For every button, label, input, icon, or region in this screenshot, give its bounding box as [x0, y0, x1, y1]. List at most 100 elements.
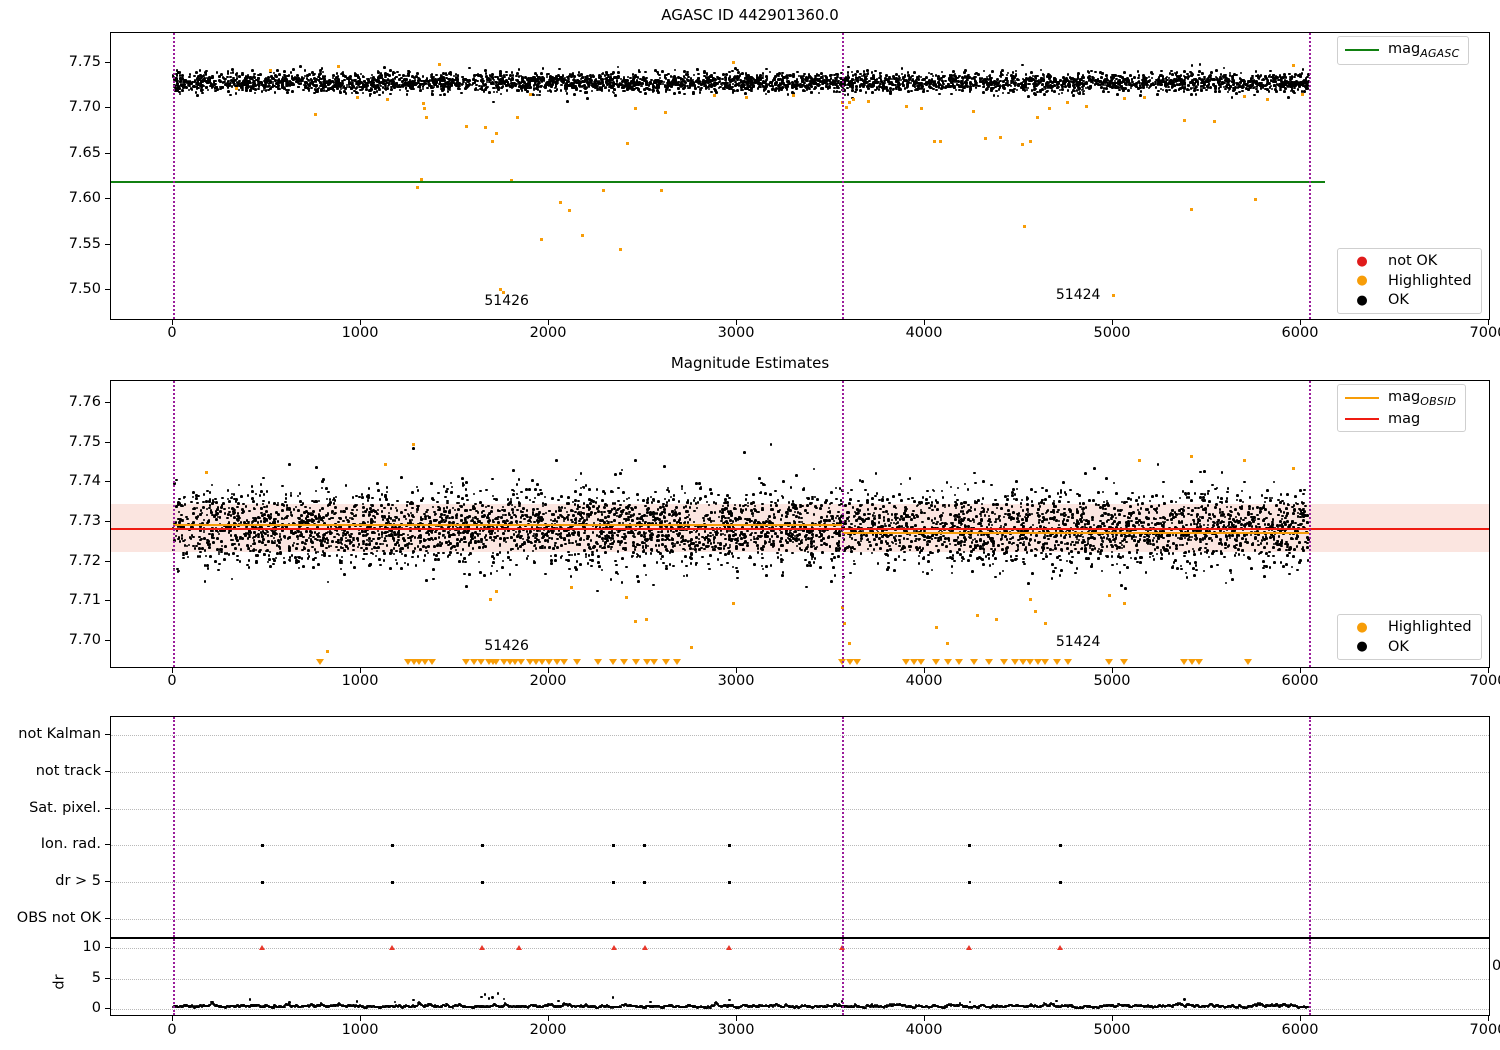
data-point-ok — [725, 73, 728, 76]
data-point-ok — [1111, 75, 1114, 79]
data-point-ok — [1057, 82, 1061, 85]
data-point-ok — [773, 83, 777, 86]
data-point-ok — [1220, 496, 1223, 500]
data-point-ok — [562, 79, 566, 82]
data-point-ok — [1302, 89, 1306, 93]
data-point-ok — [667, 72, 670, 76]
data-point-ok — [1021, 63, 1024, 67]
data-point-ok — [221, 75, 225, 79]
data-point-ok — [210, 86, 214, 90]
data-point-ok — [467, 66, 471, 70]
y-tick-mark — [105, 288, 110, 290]
data-point-ok — [683, 542, 686, 546]
data-point-ok — [779, 77, 783, 81]
data-point-ok — [1222, 66, 1226, 70]
data-point-ok — [194, 91, 198, 94]
data-point-ok — [745, 81, 749, 84]
data-point-ok — [709, 78, 712, 82]
data-point-ok — [635, 82, 639, 86]
data-point-ok — [1021, 86, 1025, 89]
data-point-ok — [1046, 80, 1049, 84]
data-point-ok — [193, 85, 197, 88]
data-point-ok — [1213, 78, 1216, 82]
data-point-ok — [1016, 82, 1020, 86]
data-point-ok — [1133, 76, 1136, 79]
data-point-ok — [1171, 81, 1175, 84]
data-point-ok — [456, 80, 460, 84]
data-point-ok — [992, 81, 995, 84]
data-point-ok — [863, 513, 866, 516]
data-point-highlighted — [1182, 118, 1186, 122]
data-point-ok — [859, 84, 862, 87]
data-point-ok — [1221, 80, 1224, 84]
data-point-ok — [1193, 89, 1196, 92]
data-point-ok — [1021, 518, 1025, 521]
legend-item-ok: ● OK — [1345, 293, 1472, 308]
data-point-ok — [920, 81, 923, 85]
data-point-ok — [942, 82, 946, 86]
data-point-ok — [318, 77, 322, 81]
data-point-ok — [849, 81, 853, 85]
data-point-ok — [977, 84, 980, 88]
data-point-ok — [317, 563, 320, 566]
data-point-ok — [1275, 504, 1278, 507]
data-point-ok — [298, 79, 302, 83]
data-point-ok — [955, 83, 959, 87]
data-point-ok — [781, 79, 784, 82]
x-tick-label: 2000 — [529, 325, 567, 341]
data-point-ok — [692, 81, 695, 84]
data-point-ok — [632, 75, 635, 79]
data-point-ok — [196, 94, 200, 98]
data-point-ok — [270, 75, 273, 78]
data-point-ok — [1024, 79, 1027, 82]
data-point-ok — [485, 80, 489, 84]
x-tick-label: 5000 — [1093, 325, 1131, 341]
data-point-ok — [196, 501, 199, 505]
data-point-ok — [961, 89, 964, 92]
data-point-ok — [874, 88, 877, 92]
data-point-ok — [1120, 85, 1123, 88]
data-point-ok — [447, 77, 450, 81]
legend-item-highlighted: ● Highlighted — [1345, 273, 1471, 289]
data-point-ok — [677, 80, 680, 84]
data-point-ok — [485, 74, 488, 78]
data-point-ok — [866, 83, 870, 87]
data-point-ok — [517, 75, 521, 78]
obsid-separator-line-1 — [842, 33, 845, 319]
data-point-ok — [407, 70, 411, 74]
data-point-ok — [1295, 79, 1298, 83]
data-point-ok — [589, 74, 592, 77]
data-point-ok — [594, 78, 598, 81]
data-point-ok — [663, 84, 667, 87]
data-point-ok — [516, 80, 520, 84]
data-point-ok — [618, 82, 621, 86]
data-point-ok — [201, 546, 204, 550]
data-point-ok — [1100, 76, 1104, 79]
data-point-ok — [596, 555, 600, 558]
data-point-ok — [846, 74, 850, 77]
data-point-ok — [654, 86, 658, 90]
data-point-ok — [175, 78, 178, 81]
data-point-ok — [257, 87, 260, 91]
data-point-ok — [770, 84, 774, 87]
data-point-ok — [571, 72, 574, 76]
data-point-ok — [478, 84, 481, 88]
data-point-ok — [206, 81, 209, 85]
mag-agasc-line-swatch — [1345, 49, 1379, 52]
data-point-ok — [997, 88, 1001, 92]
data-point-ok — [710, 90, 713, 94]
data-point-highlighted — [848, 101, 852, 105]
data-point-ok — [603, 73, 607, 77]
data-point-ok — [771, 88, 774, 91]
data-point-ok — [442, 72, 445, 75]
data-point-ok — [1116, 86, 1119, 90]
data-point-ok — [849, 522, 853, 526]
x-tick-label: 7000 — [1469, 325, 1500, 341]
data-point-ok — [862, 81, 866, 84]
data-point-ok — [683, 92, 686, 96]
data-point-ok — [392, 552, 396, 556]
data-point-ok — [805, 86, 808, 90]
data-point-ok — [328, 554, 331, 558]
data-point-ok — [777, 78, 780, 81]
data-point-ok — [535, 93, 539, 97]
